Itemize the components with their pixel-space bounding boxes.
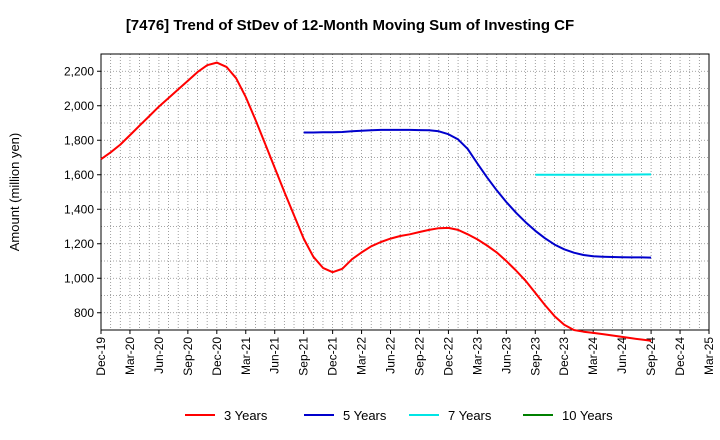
x-tick-label: Sep-20 — [181, 337, 195, 376]
y-tick-label: 1,400 — [64, 202, 94, 216]
chart-title: [7476] Trend of StDev of 12-Month Moving… — [126, 17, 574, 34]
x-tick-label: Jun-24 — [615, 337, 629, 374]
plot-frame — [100, 53, 710, 331]
x-tick-label: Jun-20 — [152, 337, 166, 374]
grid — [100, 54, 710, 330]
x-tick-label: Jun-21 — [268, 337, 282, 374]
x-tick-label: Jun-22 — [384, 337, 398, 374]
x-tick-label: Sep-22 — [412, 337, 426, 376]
legend-label: 10 Years — [562, 408, 613, 423]
x-axis-ticks: Dec-19 Mar-20 Jun-20 Sep-20 Dec-20 Mar-21 Jun-… — [94, 330, 716, 376]
x-tick-label: Sep-24 — [644, 337, 658, 376]
series-lines — [100, 61, 652, 342]
x-tick-label: Dec-24 — [673, 337, 687, 376]
legend: 3 Years 5 Years 7 Years 10 Years — [185, 408, 613, 423]
legend-label: 7 Years — [448, 408, 492, 423]
x-tick-label: Dec-22 — [441, 337, 455, 376]
x-tick-label: Mar-21 — [239, 337, 253, 375]
y-axis-ticks: 800 1,000 1,200 1,400 1,600 1,800 2,000 2,200 — [64, 64, 101, 320]
x-tick-label: Dec-20 — [210, 337, 224, 376]
y-tick-label: 1,600 — [64, 168, 94, 182]
x-tick-label: Jun-23 — [499, 337, 513, 374]
x-tick-label: Sep-21 — [297, 337, 311, 376]
x-tick-label: Sep-23 — [528, 337, 542, 376]
y-tick-label: 800 — [74, 306, 94, 320]
x-tick-label: Mar-25 — [702, 337, 716, 375]
y-tick-label: 2,200 — [64, 64, 94, 78]
x-tick-label: Dec-23 — [557, 337, 571, 376]
x-tick-label: Dec-19 — [94, 337, 108, 376]
y-tick-label: 1,800 — [64, 133, 94, 147]
series-line-3-years — [100, 61, 652, 342]
legend-label: 3 Years — [224, 408, 268, 423]
x-tick-label: Dec-21 — [326, 337, 340, 376]
x-tick-label: Mar-22 — [355, 337, 369, 375]
y-tick-label: 1,000 — [64, 271, 94, 285]
x-tick-label: Mar-23 — [470, 337, 484, 375]
x-tick-label: Mar-20 — [123, 337, 137, 375]
series-line-5-years — [303, 128, 652, 259]
y-axis-label: Amount (million yen) — [7, 133, 22, 252]
y-tick-label: 1,200 — [64, 237, 94, 251]
legend-label: 5 Years — [343, 408, 387, 423]
x-tick-label: Mar-24 — [586, 337, 600, 375]
y-tick-label: 2,000 — [64, 99, 94, 113]
